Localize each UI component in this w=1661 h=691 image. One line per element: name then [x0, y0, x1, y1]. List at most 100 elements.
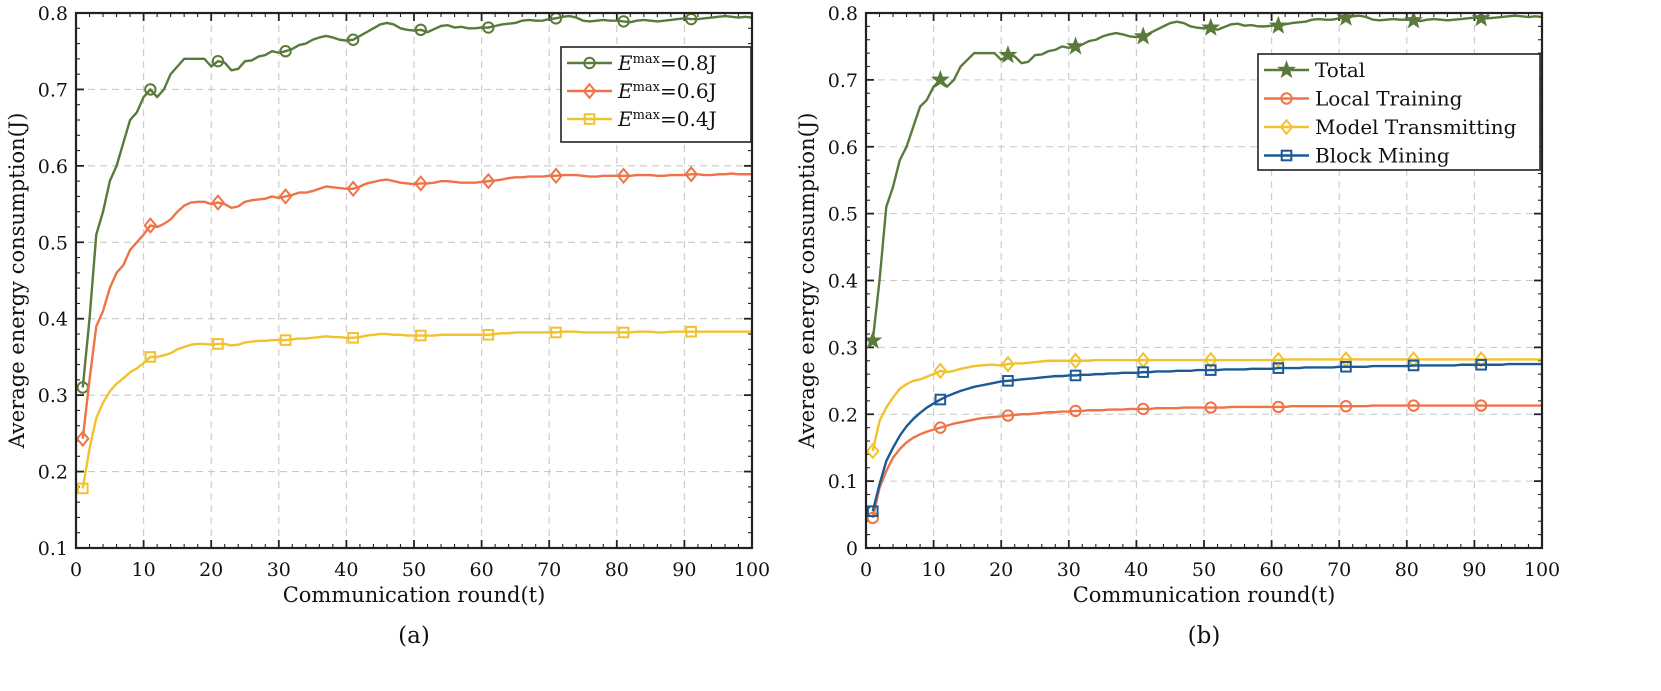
data-point [866, 505, 879, 518]
data-point [866, 511, 879, 525]
series-0-8j [76, 13, 752, 394]
data-point [482, 21, 495, 34]
y-tick-label: 0.1 [38, 538, 68, 560]
data-point [617, 15, 630, 28]
legend-label: Local Training [1315, 87, 1463, 111]
data-point [866, 442, 880, 460]
data-point [481, 172, 496, 190]
legend: Total Local Training Model Transmitting Blo… [1257, 53, 1541, 171]
y-tick-label: 0.3 [828, 337, 858, 359]
data-point [934, 421, 947, 434]
data-point [482, 328, 495, 341]
x-tick-label: 0 [70, 559, 82, 581]
data-point [279, 334, 292, 346]
x-axis-label: Communication round(t) [1073, 583, 1336, 607]
legend-marker [1277, 60, 1296, 79]
series-total [866, 13, 1542, 349]
y-tick-label: 0.3 [38, 385, 68, 407]
x-tick-label: 90 [1462, 559, 1486, 581]
data-point [1133, 26, 1153, 45]
data-point [211, 194, 225, 211]
data-point [1336, 13, 1356, 26]
legend-box [1257, 53, 1541, 171]
series-0-4j [76, 325, 752, 495]
data-point [1069, 404, 1082, 418]
plot-frame [74, 11, 754, 550]
x-tick-label: 30 [1057, 559, 1081, 581]
x-tick-label: 10 [132, 559, 156, 581]
grid [76, 13, 752, 548]
y-tick-label: 0.5 [38, 232, 68, 254]
y-tick-label: 0.2 [38, 462, 68, 484]
chart-panel-1: 0 10 20 30 40 50 60 70 80 90 100 0.1 0.2 0.3 0.4 0.5 0.6… [5, 3, 770, 649]
data-point [998, 45, 1018, 64]
series-line [81, 330, 752, 489]
y-tick-label: 0.6 [828, 137, 858, 159]
x-tick-label: 40 [334, 559, 358, 581]
data-point [933, 362, 948, 380]
series-local-training [866, 399, 1542, 525]
data-point [414, 329, 427, 342]
legend-marker [1279, 118, 1294, 136]
x-tick-label: 60 [470, 559, 494, 581]
legend-marker [1280, 149, 1293, 162]
data-point [1069, 369, 1082, 382]
data-point [1404, 13, 1424, 29]
legend-label: Block Mining [1315, 144, 1450, 168]
data-point [1204, 364, 1217, 376]
x-axis-label: Communication round(t) [283, 583, 546, 607]
data-point [1068, 352, 1083, 370]
data-point [1203, 351, 1218, 369]
data-point [934, 393, 947, 406]
y-tick-label: 0.7 [38, 79, 68, 101]
data-point [1340, 360, 1352, 373]
series-line [871, 404, 1542, 519]
y-tick-label: 0.8 [38, 3, 68, 25]
legend-marker [583, 56, 596, 70]
data-point [685, 325, 697, 338]
y-tick-label: 0.1 [828, 471, 858, 493]
legend-marker [582, 82, 597, 100]
x-tick-label: 30 [267, 559, 291, 581]
x-tick-label: 40 [1124, 559, 1148, 581]
legend-label: Emax=0.4J [617, 107, 717, 131]
data-point [76, 482, 89, 495]
data-point [144, 351, 157, 363]
x-tick-label: 70 [537, 559, 561, 581]
data-point [1201, 17, 1221, 36]
y-tick-label: 0 [846, 538, 858, 560]
legend-marker [583, 113, 596, 125]
x-tick-label: 70 [1327, 559, 1351, 581]
data-point [1002, 375, 1014, 387]
data-point [144, 83, 157, 96]
x-tick-label: 50 [1192, 559, 1216, 581]
data-point [930, 69, 950, 88]
panel-label: (a) [398, 623, 430, 649]
data-point [1339, 400, 1353, 413]
data-point [1407, 359, 1420, 372]
series-line [81, 14, 752, 388]
x-tick-label: 90 [672, 559, 696, 581]
data-point [1471, 13, 1491, 27]
data-point [1204, 401, 1217, 414]
y-tick-label: 0.2 [828, 404, 858, 426]
plot-frame [864, 11, 1544, 550]
data-point [1474, 399, 1488, 412]
x-tick-label: 100 [1524, 559, 1560, 581]
data-point [347, 332, 359, 344]
data-point [143, 217, 158, 234]
x-tick-label: 20 [199, 559, 223, 581]
x-tick-label: 80 [605, 559, 629, 581]
data-point [1407, 399, 1420, 412]
data-point [1001, 355, 1015, 373]
data-point [76, 430, 90, 448]
data-point [616, 167, 631, 185]
series-line [81, 172, 752, 439]
data-point [550, 326, 562, 339]
x-tick-label: 100 [734, 559, 770, 581]
data-point [346, 33, 360, 46]
y-axis-label: Average energy consumption(J) [5, 113, 29, 450]
y-tick-label: 0.6 [38, 156, 68, 178]
y-tick-label: 0.4 [38, 309, 68, 331]
